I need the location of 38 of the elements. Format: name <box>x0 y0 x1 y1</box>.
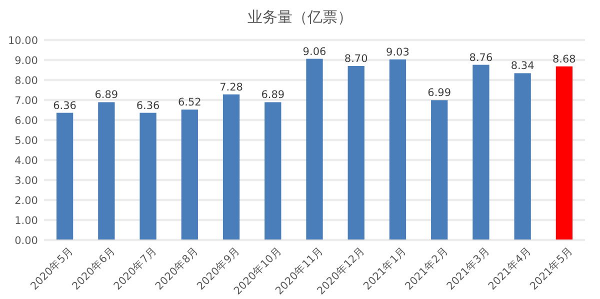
data-label: 6.89 <box>94 89 118 102</box>
bar <box>348 66 364 240</box>
bar <box>556 66 573 240</box>
data-label: 6.36 <box>136 100 160 112</box>
bar <box>98 102 115 240</box>
data-label: 9.03 <box>386 46 410 58</box>
bar <box>140 112 156 240</box>
bar <box>264 102 282 240</box>
data-label: 6.99 <box>428 87 452 100</box>
y-tick-label: 9.00 <box>14 55 38 67</box>
y-tick-label: 4.00 <box>14 155 38 167</box>
data-label: 8.34 <box>510 60 535 72</box>
y-tick-label: 0.00 <box>14 235 38 247</box>
bar <box>306 58 323 240</box>
y-tick-label: 8.00 <box>14 75 38 87</box>
bar <box>514 73 531 240</box>
data-label: 7.28 <box>220 81 243 94</box>
data-label: 9.06 <box>302 46 327 58</box>
bar <box>181 110 198 240</box>
chart-title: 业务量（亿票） <box>248 8 352 26</box>
y-tick-label: 6.00 <box>14 115 38 127</box>
bar <box>389 59 406 240</box>
bar <box>431 100 448 240</box>
data-label: 8.68 <box>552 53 576 66</box>
y-tick-label: 3.00 <box>14 175 38 187</box>
data-label: 6.36 <box>53 100 77 112</box>
y-tick-label: 7.00 <box>14 95 38 107</box>
data-label: 8.76 <box>469 52 493 64</box>
bar <box>56 112 74 240</box>
data-label: 8.70 <box>344 53 368 65</box>
data-label: 6.52 <box>178 96 202 109</box>
y-tick-label: 1.00 <box>14 215 38 227</box>
data-label: 6.89 <box>261 89 285 102</box>
y-tick-label: 10.00 <box>8 35 38 47</box>
y-tick-label: 2.00 <box>14 195 38 207</box>
bar <box>222 94 240 240</box>
bar <box>472 64 490 240</box>
y-tick-label: 5.00 <box>14 135 38 147</box>
